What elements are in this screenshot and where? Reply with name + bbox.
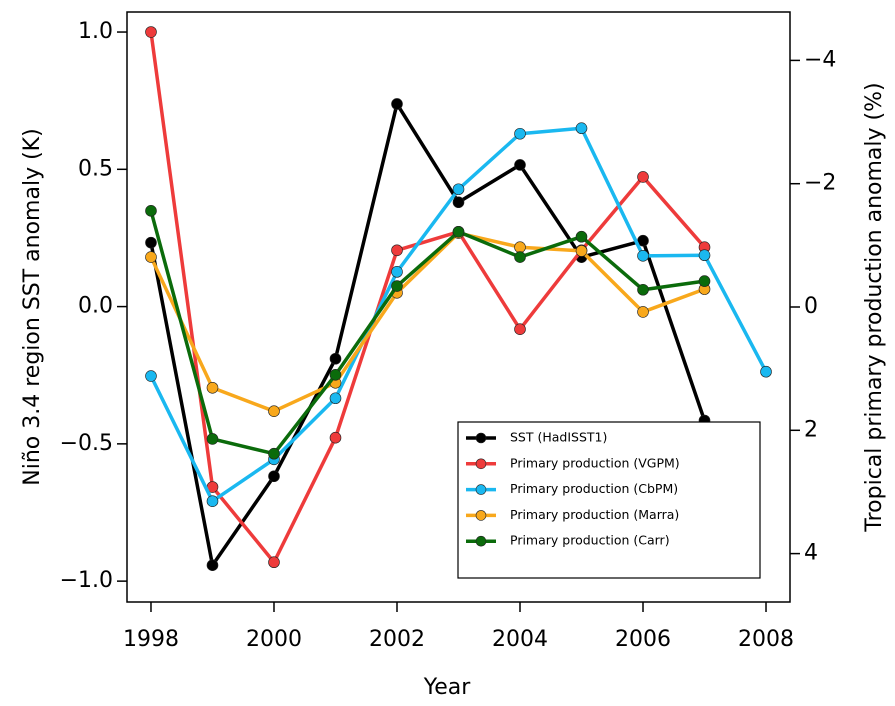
y-tick-label: −1.0 xyxy=(60,568,113,593)
data-point xyxy=(145,370,157,382)
series-line xyxy=(149,210,705,456)
data-point xyxy=(452,183,465,196)
y-tick-label: 0.0 xyxy=(78,294,113,319)
data-point xyxy=(637,171,649,183)
legend-marker xyxy=(475,432,487,444)
data-point xyxy=(206,381,219,394)
data-point xyxy=(637,250,649,262)
data-point xyxy=(391,266,403,278)
legend-label: Primary production (Marra) xyxy=(510,507,679,522)
data-point xyxy=(268,470,280,483)
x-tick-label: 2002 xyxy=(369,627,425,652)
data-point xyxy=(145,205,157,217)
data-point xyxy=(514,159,526,171)
data-point xyxy=(760,365,772,378)
y-tick-label: 1.0 xyxy=(78,19,113,44)
data-point xyxy=(329,392,342,405)
data-point xyxy=(145,26,157,38)
y2-tick-label: 0 xyxy=(804,294,818,319)
y-tick-label: 0.5 xyxy=(78,156,113,181)
y2-tick-label: 2 xyxy=(804,417,818,442)
y-axis-title: Niño 3.4 region SST anomaly (K) xyxy=(20,128,45,485)
data-point xyxy=(514,241,526,253)
x-tick-label: 2000 xyxy=(246,627,302,652)
x-tick-label: 1998 xyxy=(123,627,179,652)
data-point xyxy=(575,245,588,257)
data-point xyxy=(268,405,280,417)
series-line xyxy=(149,31,706,564)
data-point xyxy=(698,275,711,287)
data-point xyxy=(514,251,526,263)
series-line xyxy=(149,102,707,567)
series-line xyxy=(149,231,706,413)
y2-tick-label: −2 xyxy=(804,171,836,196)
data-point xyxy=(268,556,280,569)
x-axis-title: Year xyxy=(423,675,472,700)
data-point xyxy=(452,196,465,209)
data-point xyxy=(698,249,711,262)
legend-marker xyxy=(475,510,487,521)
legend-label: SST (HadISST1) xyxy=(510,430,607,445)
data-point xyxy=(575,122,588,135)
x-tick-label: 2006 xyxy=(615,627,671,652)
data-point xyxy=(637,306,649,318)
legend-label: Primary production (Carr) xyxy=(510,533,670,548)
legend-box xyxy=(457,421,761,579)
data-point xyxy=(206,495,219,508)
y-tick-label: −0.5 xyxy=(60,431,113,456)
data-point xyxy=(391,280,403,292)
x-tick-label: 2004 xyxy=(492,627,548,652)
legend-label: Primary production (VGPM) xyxy=(510,455,680,470)
data-point xyxy=(145,251,157,263)
data-point xyxy=(145,236,157,249)
legend-marker xyxy=(475,458,487,470)
y2-tick-label: −4 xyxy=(804,47,836,72)
data-point xyxy=(514,127,526,140)
data-point xyxy=(206,433,219,445)
data-point xyxy=(514,323,526,335)
x-tick-label: 2008 xyxy=(738,627,794,652)
data-point xyxy=(268,447,280,460)
legend-marker xyxy=(475,535,487,547)
y2-axis-title: Tropical primary production anomaly (%) xyxy=(862,82,887,532)
data-point xyxy=(329,352,342,365)
y2-tick-label: 4 xyxy=(804,541,818,566)
data-point xyxy=(391,98,403,110)
data-point xyxy=(575,230,588,243)
data-point xyxy=(206,559,219,572)
data-point xyxy=(329,431,342,444)
data-point xyxy=(329,369,342,381)
legend-label: Primary production (CbPM) xyxy=(510,481,678,496)
data-point xyxy=(391,244,403,257)
data-point xyxy=(452,225,465,238)
data-point xyxy=(637,283,649,296)
legend-marker xyxy=(475,484,487,495)
